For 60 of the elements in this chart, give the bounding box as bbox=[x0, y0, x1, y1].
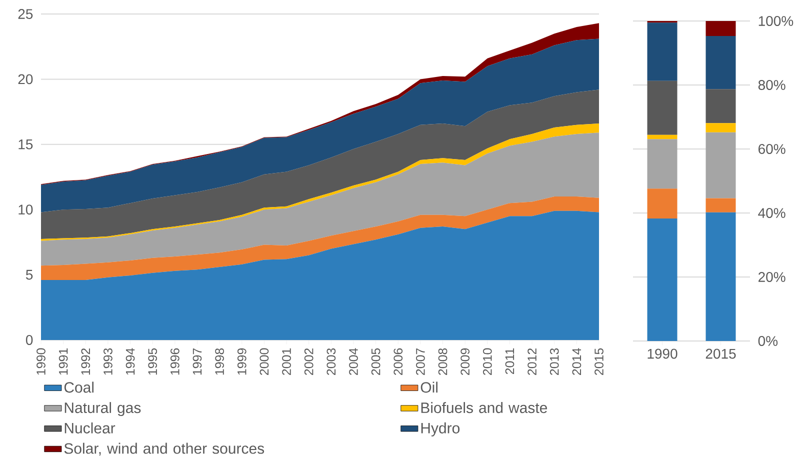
x-tick-label: 1996 bbox=[170, 348, 180, 375]
bar bbox=[647, 139, 678, 189]
x-tick-label: 1992 bbox=[81, 348, 90, 375]
x-tick-label: 2007 bbox=[416, 348, 425, 375]
x-tick-label: 1998 bbox=[215, 348, 224, 375]
x-tick-label: 1995 bbox=[148, 348, 158, 375]
bar bbox=[647, 80, 678, 135]
bar bbox=[706, 212, 736, 341]
x-tick-label: 2015 bbox=[594, 348, 604, 375]
y-tick-label: 10 bbox=[18, 204, 33, 215]
legend-label: Biofuels and waste bbox=[421, 402, 548, 414]
x-tick-label: 1993 bbox=[104, 348, 112, 375]
x-tick-label: 2014 bbox=[572, 348, 582, 375]
x-tick-label: 2003 bbox=[326, 348, 336, 375]
y-tick-label: 25 bbox=[18, 9, 33, 19]
x-tick-label: 1999 bbox=[237, 348, 246, 375]
x-tick-label: 1990 bbox=[648, 348, 678, 359]
x-tick-label: 2000 bbox=[260, 348, 269, 375]
x-tick-label: 2008 bbox=[438, 348, 448, 375]
x-tick-label: 2005 bbox=[371, 348, 380, 375]
legend-label: Natural gas bbox=[64, 402, 141, 416]
x-tick-label: 2012 bbox=[528, 348, 536, 375]
y-tick-label: 100% bbox=[758, 16, 794, 26]
legend-label: Nuclear bbox=[64, 422, 116, 434]
x-tick-label: 2013 bbox=[550, 348, 559, 375]
x-tick-label: 2009 bbox=[460, 348, 470, 375]
legend-label: Coal bbox=[64, 382, 94, 393]
x-tick-label: 2010 bbox=[482, 348, 492, 375]
y-tick-label: 80% bbox=[758, 80, 786, 90]
x-tick-label: 2001 bbox=[282, 348, 291, 375]
legend-label: Hydro bbox=[421, 422, 460, 436]
bar bbox=[647, 22, 678, 81]
y-tick-label: 15 bbox=[18, 140, 33, 150]
y-tick-label: 0% bbox=[758, 336, 778, 346]
bar bbox=[706, 20, 736, 36]
x-tick-label: 1991 bbox=[58, 348, 68, 375]
bar bbox=[706, 198, 736, 212]
bar bbox=[706, 132, 736, 198]
x-tick-label: 1990 bbox=[36, 348, 46, 375]
bar bbox=[647, 188, 678, 218]
bar bbox=[647, 134, 678, 140]
y-tick-label: 5 bbox=[26, 270, 33, 280]
x-tick-label: 2011 bbox=[505, 348, 514, 374]
legend-label: Oil bbox=[420, 382, 438, 393]
x-tick-label: 2006 bbox=[394, 348, 403, 375]
x-tick-label: 2004 bbox=[349, 348, 358, 375]
bar bbox=[706, 36, 736, 90]
legend-label: Solar, wind and other sources bbox=[64, 442, 264, 456]
y-tick-label: 20% bbox=[758, 272, 786, 282]
bar bbox=[706, 123, 736, 132]
y-tick-label: 20 bbox=[18, 74, 33, 84]
bar bbox=[706, 89, 736, 124]
x-tick-label: 2002 bbox=[304, 348, 314, 375]
y-tick-label: 40% bbox=[758, 208, 786, 218]
y-tick-label: 60% bbox=[758, 144, 786, 154]
x-tick-label: 1997 bbox=[192, 348, 202, 375]
bar bbox=[647, 218, 678, 341]
x-tick-label: 2015 bbox=[706, 348, 736, 359]
y-tick-label: 0 bbox=[26, 335, 33, 345]
x-tick-label: 1994 bbox=[126, 348, 135, 375]
